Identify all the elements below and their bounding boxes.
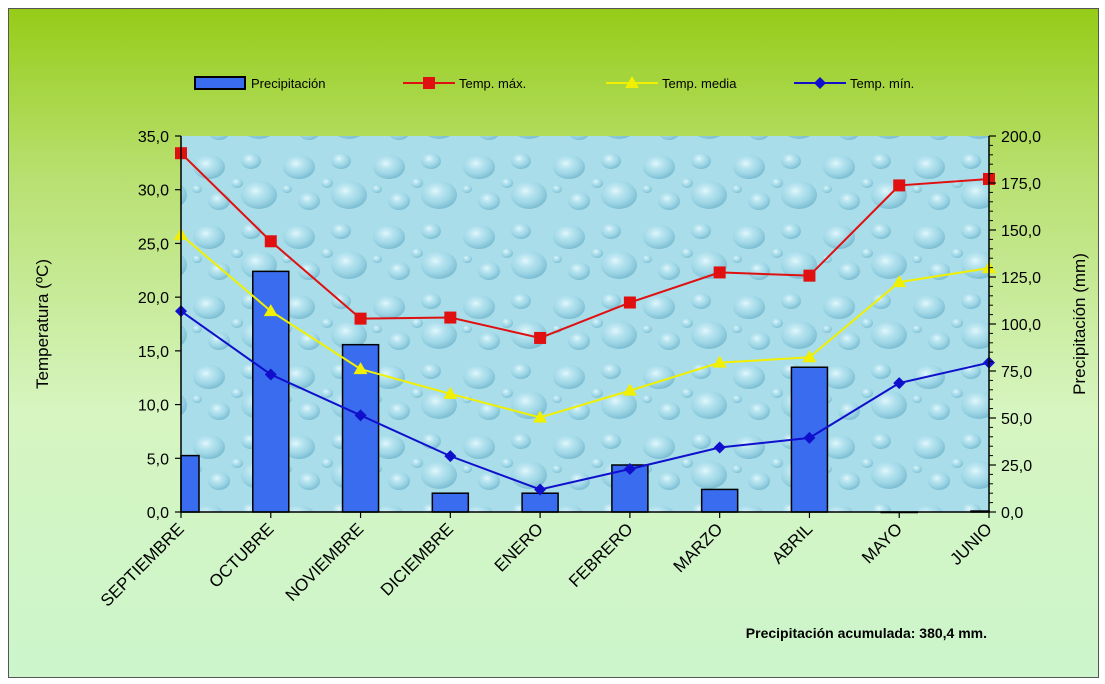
precipitation-total-note: Precipitación acumulada: 380,4 mm. (746, 625, 987, 641)
marker-diamond (623, 463, 636, 476)
chart-frame: 0,0 5,0 10,0 15,0 20,0 25,0 30,0 35,0 0,0 25,0 50,… (8, 8, 1099, 678)
y-axis-title: Temperatura (ºC) (33, 259, 52, 389)
precipitation-bar (180, 454, 200, 513)
marker-square (354, 312, 367, 325)
legend-label-precipitation: Precipitación (251, 76, 325, 91)
marker-triangle (625, 76, 639, 88)
marker-square (803, 269, 816, 282)
marker-diamond (713, 441, 726, 454)
x-tick-label: NOVIEMBRE (282, 519, 368, 605)
x-tick-label: SEPTIEMBRE (97, 519, 188, 610)
x-tick-label: ENERO (491, 519, 547, 575)
y2-tick-label: 150,0 (1001, 223, 1041, 240)
x-tick-label: MAYO (858, 519, 906, 567)
y-tick-label: 0,0 (147, 505, 169, 522)
y-tick-label: 5,0 (147, 451, 169, 468)
marker-diamond (534, 483, 547, 496)
marker-triangle (263, 304, 278, 317)
marker-triangle (892, 275, 907, 288)
x-tick-label: ABRIL (768, 519, 816, 567)
y2-tick-label: 125,0 (1001, 270, 1041, 287)
marker-triangle (443, 386, 458, 399)
marker-square (534, 331, 547, 344)
y2-axis-title: Precipitación (mm) (1070, 253, 1089, 395)
marker-diamond (354, 409, 367, 422)
marker-triangle (712, 355, 727, 368)
marker-triangle (533, 410, 548, 423)
y-tick-label: 35,0 (138, 129, 169, 146)
marker-square (713, 266, 726, 279)
y2-tick-label: 175,0 (1001, 176, 1041, 193)
y2-tick-label: 100,0 (1001, 317, 1041, 334)
climate-chart: 0,0 5,0 10,0 15,0 20,0 25,0 30,0 35,0 0,0 25,0 50,… (33, 76, 1089, 641)
legend-label: Temp. media (662, 76, 737, 91)
x-tick-label: OCTUBRE (205, 519, 277, 591)
precipitation-bar (700, 488, 739, 513)
legend-swatch-precipitation (194, 76, 246, 90)
y2-tick-label: 50,0 (1001, 411, 1032, 428)
x-tick-label: DICIEMBRE (377, 519, 457, 599)
marker-diamond (893, 377, 906, 390)
marker-diamond (444, 450, 457, 463)
y-tick-label: 20,0 (138, 290, 169, 307)
marker-diamond (264, 368, 277, 381)
marker-triangle (622, 383, 637, 396)
y2-tick-label: 200,0 (1001, 129, 1041, 146)
plot-area (181, 136, 989, 512)
marker-triangle (353, 362, 368, 375)
temp-media-line (180, 234, 990, 419)
marker-square (423, 77, 435, 89)
legend: Precipitación Temp. máx. Temp. media Temp. … (194, 76, 914, 91)
y-tick-label: 25,0 (138, 236, 169, 253)
precipitation-bars (180, 270, 990, 514)
y-tick-label: 10,0 (138, 398, 169, 415)
x-tick-label: JUNIO (946, 519, 995, 568)
y-tick-label: 30,0 (138, 183, 169, 200)
legend-label: Temp. máx. (459, 76, 526, 91)
y2-tick-label: 25,0 (1001, 458, 1032, 475)
y2-tick-label: 0,0 (1001, 505, 1023, 522)
marker-diamond (803, 431, 816, 444)
temperature-lines (174, 147, 996, 496)
y2-tick-label: 75,0 (1001, 364, 1032, 381)
marker-square (893, 179, 906, 192)
marker-square (444, 311, 457, 324)
marker-triangle (802, 350, 817, 363)
marker-square (264, 235, 277, 248)
marker-square (623, 296, 636, 309)
temp-max-line (180, 152, 990, 340)
marker-diamond (814, 77, 826, 89)
legend-label: Temp. mín. (850, 76, 914, 91)
x-tick-label: FEBRERO (565, 519, 637, 591)
y-tick-label: 15,0 (138, 344, 169, 361)
precipitation-bar (521, 492, 559, 513)
x-tick-label: MARZO (670, 519, 727, 576)
temp-min-line (180, 310, 990, 491)
precipitation-bar (431, 492, 470, 513)
